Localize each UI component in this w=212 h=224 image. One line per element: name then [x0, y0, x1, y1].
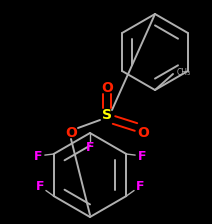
Text: O: O	[101, 81, 113, 95]
Text: F: F	[138, 149, 147, 162]
Text: F: F	[35, 179, 44, 192]
Text: S: S	[102, 108, 112, 122]
Text: F: F	[33, 149, 42, 162]
Text: O: O	[137, 126, 149, 140]
Text: O: O	[65, 126, 77, 140]
Text: F: F	[136, 179, 145, 192]
Text: CH₃: CH₃	[177, 67, 191, 77]
Text: F: F	[86, 140, 94, 153]
